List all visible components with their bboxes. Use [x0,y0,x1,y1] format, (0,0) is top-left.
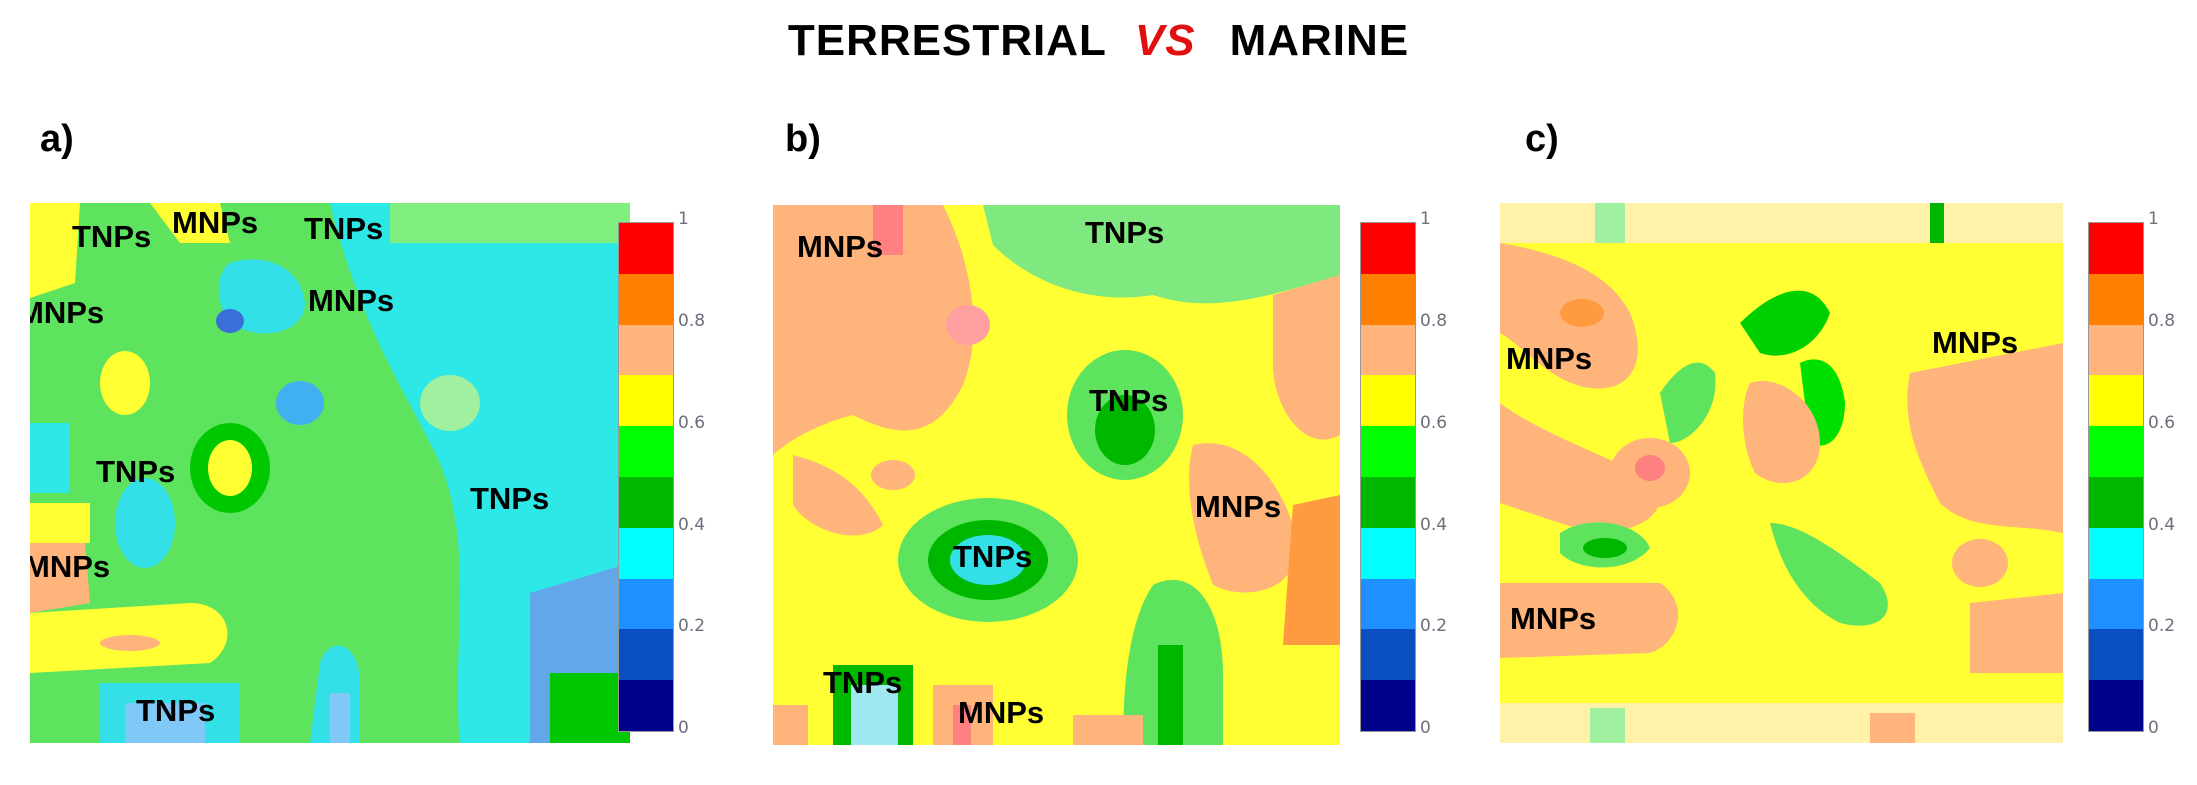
panel-label-b: b) [785,118,821,160]
annotation-b-2: TNPs [1085,215,1165,250]
annotation-a-3: TNPs [304,211,384,246]
title-right: MARINE [1229,16,1410,65]
colorbar-b-tick-0.4: 0.4 [1420,515,1448,535]
colorbar-a-segment [619,578,673,630]
colorbar-b-tick-0.2: 0.2 [1420,616,1448,636]
annotation-b-4: MNPs [1195,489,1282,524]
annotation-a-1: TNPs [72,219,152,254]
colorbar-b-segment [1361,223,1415,274]
colorbar-a-segment [619,680,673,731]
colorbar-b-segment [1361,578,1415,630]
colorbar-a-segment [619,324,673,376]
panel-label-a: a) [40,118,74,160]
colorbar-b [1360,222,1416,732]
colorbar-c-tick-0.4: 0.4 [2148,515,2176,535]
colorbar-c-segment [2089,273,2143,325]
annotation-a-5: MNPs [308,283,395,318]
colorbar-a-tick-1: 1 [678,209,689,229]
colorbar-b-segment [1361,527,1415,579]
annotation-b-7: MNPs [958,695,1045,730]
colorbar-b-segment [1361,375,1415,427]
annotation-c-2: MNPs [1932,325,2019,360]
colorbar-b-tick-0: 0 [1420,718,1431,738]
annotation-a-7: TNPs [470,481,550,516]
colorbar-a-tick-0.8: 0.8 [678,311,706,331]
heatmap-a: TNPs MNPs TNPs MNPs MNPs TNPs TNPs MNPs … [30,203,630,743]
colorbar-c-segment [2089,375,2143,427]
colorbar-c-segment [2089,477,2143,528]
annotation-c-1: MNPs [1506,341,1593,376]
colorbar-a-tick-0: 0 [678,718,689,738]
annotation-a-2: MNPs [172,205,259,240]
annotation-b-6: TNPs [823,665,903,700]
colorbar-b-tick-0.6: 0.6 [1420,413,1448,433]
colorbar-a-segment [619,273,673,325]
colorbar-a-segment [619,223,673,274]
colorbar-b-segment [1361,324,1415,376]
annotation-a-8: MNPs [30,549,111,584]
annotation-a-9: TNPs [136,693,216,728]
colorbar-c-tick-0.8: 0.8 [2148,311,2176,331]
colorbar-c-tick-1: 1 [2148,209,2159,229]
colorbar-a [618,222,674,732]
annotation-b-3: TNPs [1089,383,1169,418]
annotation-b-5: TNPs [953,539,1033,574]
colorbar-c-segment [2089,527,2143,579]
colorbar-c-tick-0: 0 [2148,718,2159,738]
colorbar-c-segment [2089,426,2143,477]
colorbar-b-segment [1361,273,1415,325]
colorbar-a-tick-0.6: 0.6 [678,413,706,433]
colorbar-c-segment [2089,680,2143,731]
colorbar-c-tick-0.6: 0.6 [2148,413,2176,433]
colorbar-c-tick-0.2: 0.2 [2148,616,2176,636]
annotation-a-6: TNPs [96,454,176,489]
annotation-b-1: MNPs [797,229,884,264]
colorbar-b-segment [1361,680,1415,731]
colorbar-b-segment [1361,477,1415,528]
colorbar-a-segment [619,477,673,528]
colorbar-c-segment [2089,629,2143,681]
figure-title: TERRESTRIAL VS MARINE [0,16,2197,66]
colorbar-a-segment [619,375,673,427]
annotation-c-3: MNPs [1510,601,1597,636]
colorbar-a-segment [619,629,673,681]
colorbar-a-tick-0.2: 0.2 [678,616,706,636]
heatmap-c: MNPs MNPs MNPs [1500,203,2063,743]
colorbar-c-segment [2089,223,2143,274]
colorbar-a-segment [619,527,673,579]
colorbar-a-tick-0.4: 0.4 [678,515,706,535]
colorbar-b-segment [1361,629,1415,681]
colorbar-b-tick-1: 1 [1420,209,1431,229]
title-vs: VS [1134,16,1196,65]
annotation-a-4: MNPs [30,295,105,330]
colorbar-c [2088,222,2144,732]
colorbar-a-segment [619,426,673,477]
colorbar-c-segment [2089,324,2143,376]
title-left: TERRESTRIAL [787,16,1107,65]
panel-label-c: c) [1525,118,1559,160]
heatmap-b: MNPs TNPs TNPs MNPs TNPs TNPs MNPs [773,205,1340,745]
colorbar-b-segment [1361,426,1415,477]
colorbar-b-tick-0.8: 0.8 [1420,311,1448,331]
colorbar-c-segment [2089,578,2143,630]
